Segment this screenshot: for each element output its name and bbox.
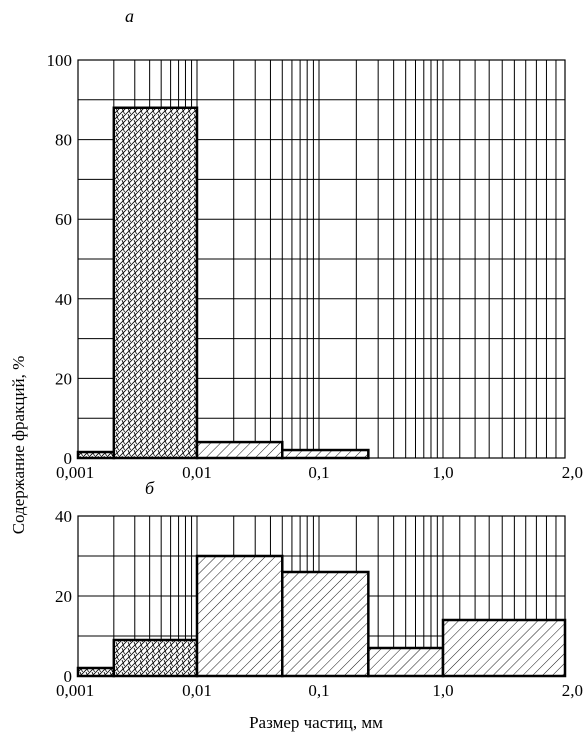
bar-1 <box>76 666 116 678</box>
bar-4 <box>281 448 370 460</box>
bar-4 <box>281 570 370 678</box>
panel-a-label: а <box>125 6 134 26</box>
x-tick-label: 0,1 <box>308 681 329 700</box>
bar-3 <box>195 554 284 678</box>
y-axis-label: Содержание фракций, % <box>9 356 28 535</box>
panel-b-x-ticks: 0,001 0,01 0,1 1,0 2,0 <box>56 681 583 700</box>
x-tick-label: 0,001 <box>56 681 94 700</box>
x-axis-label: Размер частиц, мм <box>249 713 383 732</box>
y-tick-label: 20 <box>55 587 72 606</box>
x-tick-label: 1,0 <box>432 463 453 482</box>
x-tick-label: 0,001 <box>56 463 94 482</box>
y-tick-label: 100 <box>47 51 73 70</box>
panel-b: б 0 20 40 0,001 0,01 0,1 1,0 2,0 <box>55 478 583 700</box>
panel-a-y-ticks: 0 20 40 60 80 100 <box>47 51 73 468</box>
y-tick-label: 40 <box>55 290 72 309</box>
x-tick-label: 0,01 <box>182 463 212 482</box>
bar-6 <box>441 618 567 678</box>
panel-a: а 0 20 40 60 80 100 0,001 0,01 0,1 1,0 2,0 <box>47 6 584 482</box>
y-tick-label: 0 <box>64 449 73 468</box>
x-tick-label: 2,0 <box>562 681 583 700</box>
bar-5 <box>367 646 445 678</box>
x-tick-label: 0,1 <box>308 463 329 482</box>
bar-2 <box>112 638 199 678</box>
bar-1 <box>76 450 116 460</box>
bar-3 <box>195 440 284 460</box>
y-tick-label: 0 <box>64 667 73 686</box>
panel-b-y-ticks: 0 20 40 <box>55 507 72 686</box>
panel-b-bars <box>76 554 567 678</box>
y-tick-label: 40 <box>55 507 72 526</box>
panel-b-label: б <box>145 478 155 498</box>
x-tick-label: 0,01 <box>182 681 212 700</box>
y-tick-label: 80 <box>55 131 72 150</box>
bar-2 <box>112 106 199 460</box>
y-tick-label: 60 <box>55 210 72 229</box>
panel-a-x-ticks: 0,001 0,01 0,1 1,0 2,0 <box>56 463 583 482</box>
x-tick-label: 1,0 <box>432 681 453 700</box>
x-tick-label: 2,0 <box>562 463 583 482</box>
y-tick-label: 20 <box>55 369 72 388</box>
panel-a-bars <box>76 106 370 460</box>
